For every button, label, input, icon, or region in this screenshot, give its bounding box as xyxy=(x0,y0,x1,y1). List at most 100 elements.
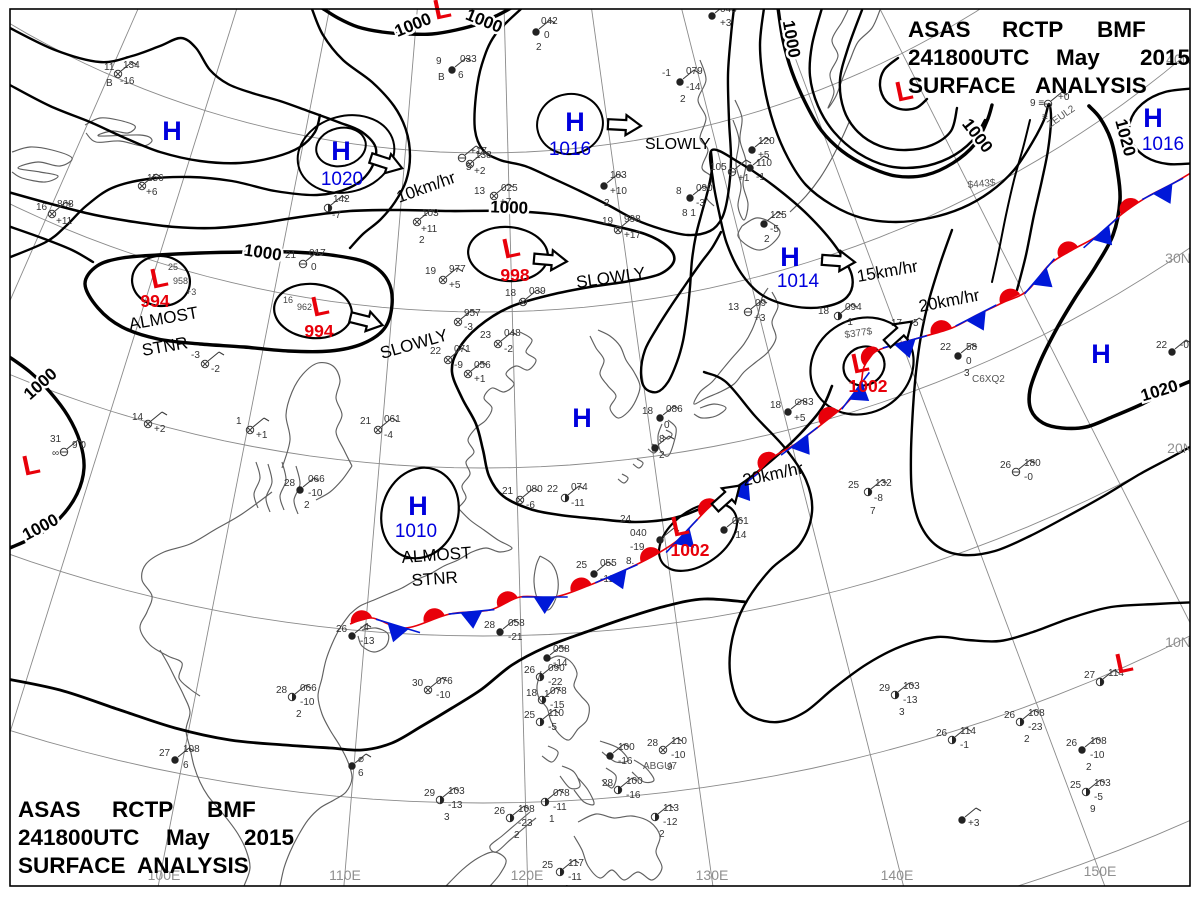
svg-text:1010: 1010 xyxy=(395,521,437,542)
svg-text:B: B xyxy=(106,78,113,89)
svg-text:-1: -1 xyxy=(662,68,671,79)
svg-text:0: 0 xyxy=(311,262,317,273)
svg-text:21: 21 xyxy=(285,250,297,261)
svg-text:110: 110 xyxy=(756,158,772,169)
svg-text:-10: -10 xyxy=(671,750,686,761)
svg-text:-14: -14 xyxy=(553,658,568,669)
svg-text:RCTP: RCTP xyxy=(1002,17,1063,42)
svg-text:-13: -13 xyxy=(903,695,918,706)
svg-text:1014: 1014 xyxy=(777,271,820,292)
svg-text:29: 29 xyxy=(879,683,891,694)
svg-text:1002: 1002 xyxy=(849,376,888,396)
svg-text:23: 23 xyxy=(480,330,492,341)
svg-text:134: 134 xyxy=(123,60,140,71)
svg-text:958: 958 xyxy=(173,276,188,286)
svg-text:18: 18 xyxy=(818,306,830,317)
svg-text:055: 055 xyxy=(600,558,617,569)
svg-text:+1: +1 xyxy=(256,430,268,441)
svg-text:180: 180 xyxy=(1024,458,1041,469)
svg-text:H: H xyxy=(408,491,428,521)
svg-text:-3: -3 xyxy=(464,322,473,333)
svg-text:-1: -1 xyxy=(844,317,853,328)
svg-text:L: L xyxy=(430,0,453,26)
svg-text:L: L xyxy=(1112,646,1135,680)
svg-text:1016: 1016 xyxy=(549,139,591,160)
svg-text:2: 2 xyxy=(296,709,302,720)
svg-text:9: 9 xyxy=(667,762,673,773)
svg-text:150E: 150E xyxy=(1084,863,1117,879)
svg-text:-22: -22 xyxy=(548,677,563,688)
svg-text:-19: -19 xyxy=(630,542,645,553)
svg-text:1: 1 xyxy=(544,689,550,700)
svg-text:C6XQ2: C6XQ2 xyxy=(972,374,1005,385)
svg-text:241800UTC: 241800UTC xyxy=(18,825,139,850)
svg-text:1000: 1000 xyxy=(490,197,528,217)
svg-text:079: 079 xyxy=(686,66,703,77)
svg-text:-9: -9 xyxy=(454,360,463,371)
svg-text:-5: -5 xyxy=(548,722,557,733)
svg-text:-4: -4 xyxy=(360,622,369,633)
svg-text:108: 108 xyxy=(1028,708,1045,719)
svg-text:ASAS: ASAS xyxy=(18,797,81,822)
svg-text:+5: +5 xyxy=(758,150,770,161)
svg-text:3: 3 xyxy=(444,812,450,823)
svg-text:2: 2 xyxy=(659,829,665,840)
svg-text:+3: +3 xyxy=(186,287,196,297)
svg-text:11: 11 xyxy=(104,62,115,73)
svg-text:138: 138 xyxy=(475,150,492,161)
svg-text:⌀: ⌀ xyxy=(358,754,364,765)
svg-text:-2: -2 xyxy=(211,364,220,375)
svg-text:0: 0 xyxy=(664,420,670,431)
svg-text:18: 18 xyxy=(642,406,654,417)
svg-text:+2: +2 xyxy=(474,166,486,177)
svg-text:+5: +5 xyxy=(794,413,806,424)
svg-text:H: H xyxy=(331,136,351,166)
svg-text:110: 110 xyxy=(548,708,564,719)
svg-text:114: 114 xyxy=(1108,668,1124,679)
svg-text:108: 108 xyxy=(1090,736,1107,747)
svg-text:042: 042 xyxy=(541,16,558,27)
svg-text:SURFACE: SURFACE xyxy=(908,73,1016,98)
svg-text:2: 2 xyxy=(419,235,425,246)
svg-text:-0: -0 xyxy=(1180,340,1189,351)
svg-text:22: 22 xyxy=(940,342,952,353)
svg-text:L: L xyxy=(499,231,522,265)
svg-text:22: 22 xyxy=(1156,340,1168,351)
svg-text:977: 977 xyxy=(449,264,466,275)
svg-text:994: 994 xyxy=(140,291,169,311)
svg-text:110E: 110E xyxy=(329,867,361,883)
svg-text:-12: -12 xyxy=(663,817,678,828)
svg-text:058: 058 xyxy=(508,618,525,629)
svg-text:13: 13 xyxy=(474,186,486,197)
svg-text:2: 2 xyxy=(680,94,686,105)
svg-text:31: 31 xyxy=(50,434,62,445)
svg-text:113: 113 xyxy=(663,803,679,814)
svg-text:078: 078 xyxy=(550,686,567,697)
svg-text:2: 2 xyxy=(536,42,542,53)
svg-text:017: 017 xyxy=(309,248,326,259)
svg-text:2: 2 xyxy=(1024,734,1030,745)
svg-text:19: 19 xyxy=(602,216,614,227)
svg-text:2015: 2015 xyxy=(244,825,294,850)
svg-text:H: H xyxy=(1091,339,1111,369)
svg-text:-14: -14 xyxy=(686,82,701,93)
svg-text:+7: +7 xyxy=(500,197,512,208)
svg-text:18: 18 xyxy=(526,688,538,699)
svg-text:40N: 40N xyxy=(1166,51,1192,67)
svg-text:3: 3 xyxy=(899,707,905,718)
svg-text:ABGU7: ABGU7 xyxy=(643,761,677,772)
svg-text:25: 25 xyxy=(848,480,860,491)
svg-text:8.: 8. xyxy=(626,556,634,567)
svg-text:RCTP: RCTP xyxy=(112,797,173,822)
svg-text:-15: -15 xyxy=(550,700,565,711)
svg-text:-6: -6 xyxy=(526,500,535,511)
svg-text:25: 25 xyxy=(576,560,588,571)
svg-text:130E: 130E xyxy=(696,867,729,883)
svg-text:26: 26 xyxy=(336,624,348,635)
svg-text:2: 2 xyxy=(514,830,520,841)
svg-text:125: 125 xyxy=(770,210,787,221)
svg-text:9: 9 xyxy=(436,56,442,67)
svg-text:L: L xyxy=(848,346,871,380)
svg-text:ASAS: ASAS xyxy=(908,17,971,42)
svg-text:BMF: BMF xyxy=(1097,17,1146,42)
